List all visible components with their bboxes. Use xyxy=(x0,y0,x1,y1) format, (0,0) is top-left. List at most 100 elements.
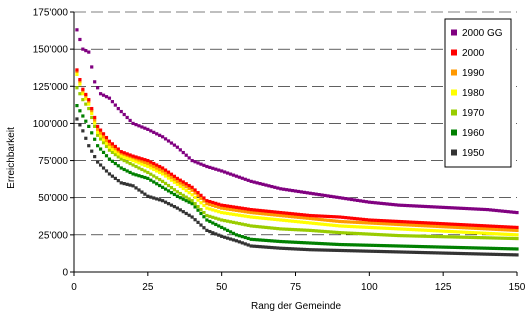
data-point xyxy=(228,212,233,216)
data-point xyxy=(341,248,345,253)
data-point xyxy=(152,180,156,184)
data-point xyxy=(441,205,445,209)
data-point xyxy=(406,250,410,254)
data-point xyxy=(500,247,504,251)
data-point xyxy=(329,214,333,219)
data-point xyxy=(267,217,271,221)
data-point xyxy=(187,191,191,195)
series-1950 xyxy=(75,117,519,257)
data-point xyxy=(341,220,345,224)
data-point xyxy=(231,231,236,235)
data-point xyxy=(367,200,371,204)
data-point xyxy=(335,195,339,199)
data-point xyxy=(128,183,132,187)
data-point xyxy=(137,166,141,170)
data-point xyxy=(258,238,262,242)
data-point xyxy=(220,169,224,173)
data-point xyxy=(426,221,430,225)
data-point xyxy=(211,208,215,212)
data-point xyxy=(299,220,304,224)
data-point xyxy=(326,194,330,198)
data-point xyxy=(75,117,79,121)
data-point xyxy=(296,247,301,251)
data-point xyxy=(273,217,277,222)
data-point xyxy=(471,235,475,240)
data-point xyxy=(161,172,165,176)
data-point xyxy=(450,206,454,210)
data-point xyxy=(205,206,209,210)
data-point xyxy=(491,236,495,240)
data-point xyxy=(444,251,448,255)
data-point xyxy=(202,226,206,230)
data-point xyxy=(96,127,100,131)
data-point xyxy=(78,78,82,82)
data-point xyxy=(471,246,475,250)
data-point xyxy=(459,251,463,256)
data-point xyxy=(234,213,239,217)
data-point xyxy=(509,210,513,214)
y-tick-label: 0 xyxy=(62,268,68,279)
data-point xyxy=(376,201,380,205)
data-point xyxy=(255,216,259,220)
data-point xyxy=(98,147,103,151)
data-point xyxy=(161,185,165,189)
data-point xyxy=(326,223,330,227)
data-point xyxy=(211,203,215,208)
y-tick-label: 50'000 xyxy=(38,193,68,204)
data-point xyxy=(231,173,236,177)
data-point xyxy=(267,239,271,243)
data-point xyxy=(205,202,209,206)
data-point xyxy=(441,225,445,229)
data-point xyxy=(113,144,117,149)
data-point xyxy=(140,125,144,129)
data-point xyxy=(302,216,306,220)
data-point xyxy=(388,244,392,248)
data-point xyxy=(158,177,162,182)
data-point xyxy=(107,148,112,152)
data-point xyxy=(267,184,271,188)
data-point xyxy=(290,227,295,232)
data-point xyxy=(90,131,94,135)
data-point xyxy=(131,172,135,176)
data-point xyxy=(329,218,333,223)
data-point xyxy=(231,220,236,224)
data-point xyxy=(96,144,100,148)
data-point xyxy=(488,224,493,228)
x-tick-label: 0 xyxy=(71,282,77,293)
data-point xyxy=(122,112,126,117)
data-point xyxy=(104,135,109,140)
data-point xyxy=(506,247,510,251)
data-point xyxy=(468,226,472,230)
data-point xyxy=(482,236,487,240)
data-point xyxy=(285,188,289,192)
data-point xyxy=(169,186,174,190)
data-point xyxy=(261,216,265,220)
data-point xyxy=(394,203,398,207)
data-point xyxy=(143,160,147,164)
data-point xyxy=(146,158,150,163)
data-point xyxy=(352,231,357,235)
data-point xyxy=(453,251,457,255)
legend-marker xyxy=(451,49,457,56)
data-point xyxy=(246,210,250,214)
data-point xyxy=(341,242,345,247)
data-point xyxy=(296,240,301,245)
data-point xyxy=(494,232,498,236)
data-point xyxy=(423,228,428,232)
data-point xyxy=(323,193,327,198)
data-point xyxy=(453,225,457,229)
data-point xyxy=(75,68,79,72)
y-axis-ticks: 0 25'000 50'000 75'000 100'000 125'000 150'000… xyxy=(33,8,74,279)
data-point xyxy=(423,251,428,255)
data-point xyxy=(237,175,241,179)
data-point xyxy=(101,150,106,154)
data-point xyxy=(169,141,174,145)
data-point xyxy=(485,231,490,235)
x-axis-ticks: 0 25 50 75 100 125 150 xyxy=(71,272,526,293)
data-point xyxy=(146,194,150,198)
data-point xyxy=(488,227,493,231)
data-point xyxy=(435,251,439,255)
data-point xyxy=(267,209,271,213)
data-point xyxy=(163,137,168,141)
data-point xyxy=(491,227,495,231)
